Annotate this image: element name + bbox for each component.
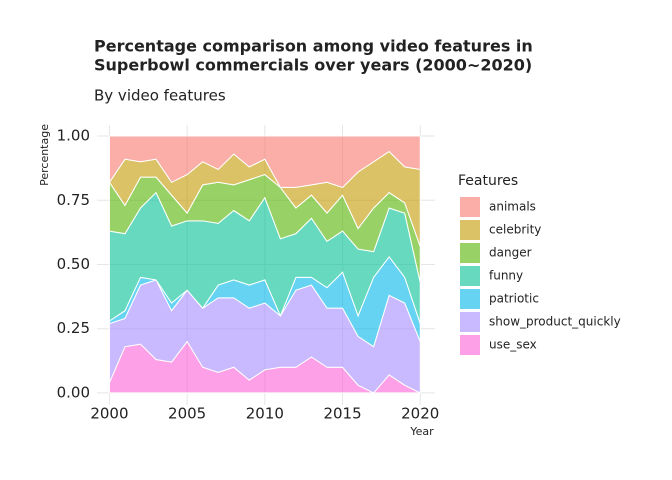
legend-label: patriotic	[489, 292, 539, 306]
legend-swatch	[460, 197, 480, 217]
areas	[108, 135, 421, 394]
legend-swatch	[460, 243, 480, 263]
legend-label: celebrity	[489, 223, 541, 237]
x-tick-label: 2020	[401, 405, 439, 423]
chart-subtitle: By video features	[94, 87, 226, 105]
y-tick-label: 0.00	[57, 383, 90, 401]
legend-title: Features	[458, 173, 518, 189]
legend-label: show_product_quickly	[489, 315, 621, 329]
x-tick-label: 2015	[323, 405, 361, 423]
legend-label: use_sex	[489, 338, 537, 352]
chart-title: Superbowl commercials over years (2000~2…	[94, 56, 532, 75]
area	[108, 135, 421, 188]
x-tick-label: 2005	[168, 405, 206, 423]
legend-swatch	[460, 289, 480, 309]
y-tick-label: 0.75	[57, 191, 90, 209]
legend-swatch	[460, 220, 480, 240]
chart-title: Percentage comparison among video featur…	[94, 37, 533, 56]
legend-label: funny	[489, 269, 523, 283]
y-tick-label: 1.00	[57, 127, 90, 145]
legend-swatch	[460, 335, 480, 355]
x-tick-label: 2010	[246, 405, 284, 423]
y-tick-label: 0.50	[57, 255, 90, 273]
x-axis-label: Year	[409, 425, 434, 438]
x-tick-label: 2000	[90, 405, 128, 423]
legend-label: animals	[489, 200, 536, 214]
legend-swatch	[460, 312, 480, 332]
y-axis-label: Percentage	[38, 124, 51, 186]
legend-swatch	[460, 266, 480, 286]
y-tick-label: 0.25	[57, 319, 90, 337]
legend-label: danger	[489, 246, 532, 260]
